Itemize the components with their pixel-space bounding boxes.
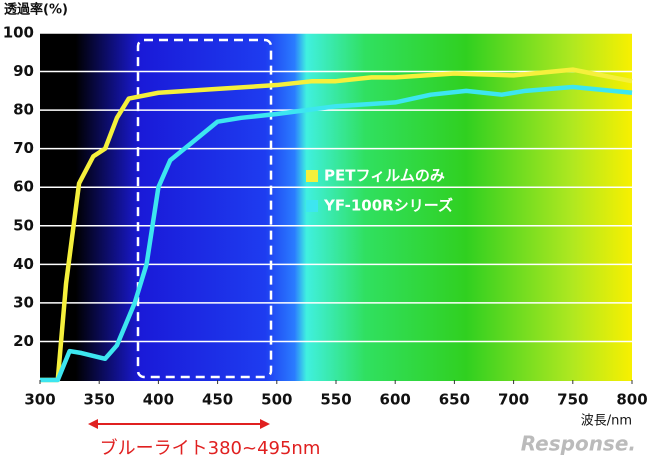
legend-label: YF-100Rシリーズ: [323, 197, 453, 215]
x-tick-label: 400: [143, 391, 174, 409]
x-tick-label: 500: [261, 391, 292, 409]
x-tick-label: 600: [380, 391, 411, 409]
legend-swatch: [306, 200, 318, 212]
x-tick-label: 450: [202, 391, 233, 409]
series-line: [40, 84, 633, 383]
highlight-box: [136, 38, 273, 379]
x-axis-label: 波長/nm: [581, 414, 632, 429]
x-tick-label: 300: [24, 391, 55, 409]
series-line: [40, 67, 633, 383]
y-axis-label: 透過率(%): [4, 2, 68, 18]
y-tick-label: 70: [13, 139, 34, 157]
x-tick-label: 700: [498, 391, 529, 409]
y-tick-label: 100: [3, 24, 34, 42]
y-tick-label: 60: [13, 178, 34, 196]
y-tick-label: 40: [13, 255, 34, 273]
watermark: Response.: [521, 432, 636, 456]
x-tick-label: 650: [439, 391, 470, 409]
legend-label: PETフィルムのみ: [324, 167, 445, 185]
x-tick-label: 350: [84, 391, 115, 409]
x-tick-label: 800: [616, 391, 647, 409]
y-tick-label: 20: [13, 332, 34, 350]
x-tick-label: 550: [320, 391, 351, 409]
y-tick-label: 80: [13, 101, 34, 119]
legend-swatch: [306, 170, 318, 182]
x-tick-label: 750: [557, 391, 588, 409]
annotation: ブルーライト380~495nm: [100, 437, 321, 459]
y-tick-label: 30: [13, 293, 34, 311]
y-tick-label: 50: [13, 216, 34, 234]
y-tick-label: 90: [13, 62, 34, 80]
